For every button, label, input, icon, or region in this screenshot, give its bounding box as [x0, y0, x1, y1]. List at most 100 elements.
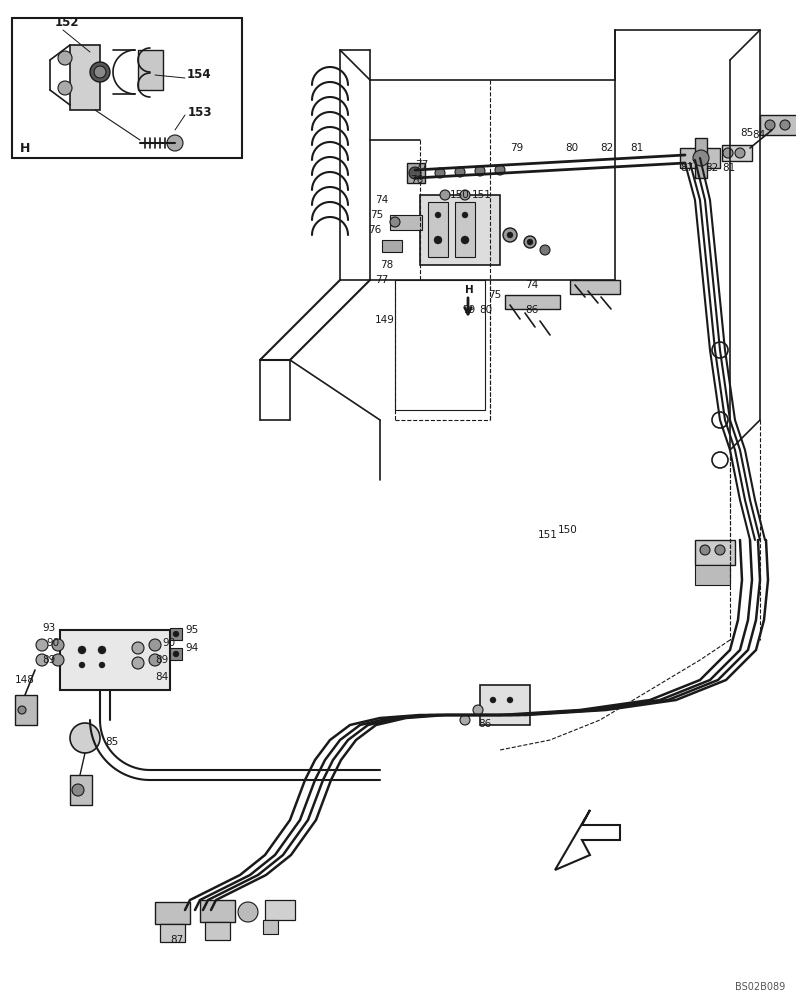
Circle shape — [435, 212, 441, 218]
Circle shape — [90, 62, 110, 82]
Bar — [263, 920, 278, 934]
Bar — [265, 900, 295, 920]
Bar — [680, 148, 720, 168]
Bar — [155, 902, 190, 924]
Bar — [420, 195, 500, 265]
Text: 82: 82 — [705, 163, 718, 173]
Text: 85: 85 — [740, 128, 753, 138]
Circle shape — [36, 639, 48, 651]
Bar — [70, 45, 100, 110]
Text: 76: 76 — [368, 225, 381, 235]
Circle shape — [98, 646, 106, 654]
Circle shape — [94, 66, 106, 78]
Text: 152: 152 — [55, 15, 80, 28]
Bar — [12, 18, 242, 158]
Circle shape — [700, 545, 710, 555]
Circle shape — [149, 639, 161, 651]
Circle shape — [435, 168, 445, 178]
Circle shape — [72, 784, 84, 796]
Text: 90: 90 — [162, 638, 175, 648]
Circle shape — [70, 723, 100, 753]
Bar — [170, 648, 182, 660]
Circle shape — [527, 239, 533, 245]
Circle shape — [52, 639, 64, 651]
Text: 87: 87 — [680, 163, 693, 173]
Circle shape — [79, 662, 85, 668]
Circle shape — [167, 135, 183, 151]
Bar — [695, 138, 707, 178]
Text: 90: 90 — [46, 638, 59, 648]
Circle shape — [715, 545, 725, 555]
Text: 78: 78 — [380, 260, 393, 270]
Circle shape — [780, 120, 790, 130]
Bar — [455, 202, 475, 257]
Circle shape — [132, 657, 144, 669]
Circle shape — [723, 148, 733, 158]
Bar — [760, 115, 796, 135]
Text: 84: 84 — [155, 672, 168, 682]
Text: 79: 79 — [510, 143, 523, 153]
Circle shape — [132, 642, 144, 654]
Text: 150: 150 — [450, 190, 470, 200]
Bar — [390, 215, 422, 230]
Bar — [480, 685, 530, 725]
Text: 151: 151 — [472, 190, 492, 200]
Circle shape — [460, 190, 470, 200]
Text: 84: 84 — [752, 130, 765, 140]
Circle shape — [58, 51, 72, 65]
Text: 149: 149 — [375, 315, 395, 325]
Text: 77: 77 — [415, 160, 428, 170]
Circle shape — [503, 228, 517, 242]
Text: 153: 153 — [188, 105, 213, 118]
Bar — [60, 630, 170, 690]
Circle shape — [390, 217, 400, 227]
Bar — [395, 280, 485, 410]
Bar — [695, 565, 730, 585]
Circle shape — [735, 148, 745, 158]
Bar — [170, 628, 182, 640]
Circle shape — [540, 245, 550, 255]
Text: 76: 76 — [410, 175, 423, 185]
Circle shape — [524, 236, 536, 248]
Text: 80: 80 — [565, 143, 578, 153]
Bar — [382, 240, 402, 252]
Circle shape — [409, 167, 421, 179]
Bar — [205, 922, 230, 940]
Circle shape — [490, 697, 496, 703]
Circle shape — [765, 120, 775, 130]
Text: 151: 151 — [538, 530, 558, 540]
Text: BS02B089: BS02B089 — [735, 982, 785, 992]
Bar — [722, 145, 752, 161]
Text: 81: 81 — [722, 163, 736, 173]
Circle shape — [149, 654, 161, 666]
Bar — [695, 540, 735, 565]
Circle shape — [58, 81, 72, 95]
Bar — [407, 163, 425, 183]
Circle shape — [440, 190, 450, 200]
Text: 89: 89 — [42, 655, 55, 665]
Text: 75: 75 — [370, 210, 383, 220]
Circle shape — [36, 654, 48, 666]
Circle shape — [455, 167, 465, 177]
Bar — [428, 202, 448, 257]
Circle shape — [173, 631, 179, 637]
Text: H: H — [465, 285, 474, 295]
Text: 93: 93 — [42, 623, 55, 633]
Text: 89: 89 — [155, 655, 168, 665]
Circle shape — [18, 706, 26, 714]
Text: 86: 86 — [525, 305, 538, 315]
Text: 79: 79 — [462, 305, 475, 315]
Text: 148: 148 — [15, 675, 35, 685]
Circle shape — [507, 232, 513, 238]
Text: 81: 81 — [630, 143, 643, 153]
Bar — [570, 280, 620, 294]
Text: 80: 80 — [479, 305, 492, 315]
Circle shape — [461, 236, 469, 244]
Circle shape — [52, 654, 64, 666]
Text: 82: 82 — [600, 143, 613, 153]
Text: 77: 77 — [375, 275, 388, 285]
Text: 85: 85 — [105, 737, 119, 747]
Circle shape — [693, 150, 709, 166]
Bar — [70, 775, 92, 805]
Bar — [15, 695, 37, 725]
